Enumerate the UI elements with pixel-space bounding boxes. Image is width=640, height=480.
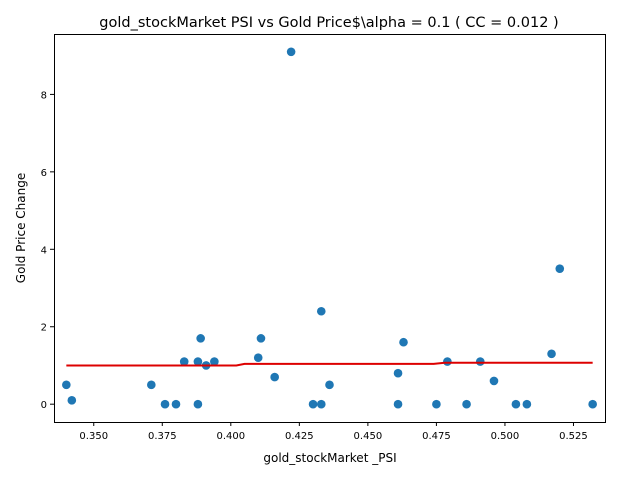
data-point-10	[210, 357, 219, 366]
data-point-30	[555, 264, 565, 273]
data-point-3	[160, 399, 170, 409]
plot-frame	[54, 34, 606, 423]
data-point-0	[62, 380, 71, 390]
chart-title: gold_stockMarket PSI vs Gold Price$\alph…	[99, 15, 558, 31]
data-point-26	[489, 376, 499, 386]
data-point-20	[393, 399, 403, 409]
x-tick-label-3: 0.425	[285, 431, 314, 442]
data-point-1	[67, 396, 77, 405]
x-tick-label-7: 0.525	[559, 431, 588, 442]
y-tick-label-1: 2	[41, 323, 47, 334]
data-point-18	[325, 380, 334, 390]
y-tick-label-4: 8	[41, 90, 47, 101]
y-tick-label-3: 6	[41, 168, 47, 179]
x-tick-label-4: 0.450	[354, 431, 383, 442]
data-point-11	[253, 353, 263, 363]
data-point-22	[432, 399, 441, 409]
fit-line	[66, 361, 593, 367]
data-point-17	[316, 399, 326, 409]
data-point-19	[393, 368, 403, 378]
data-point-12	[256, 334, 266, 343]
x-tick-label-5: 0.475	[422, 431, 451, 442]
y-tick-label-2: 4	[41, 245, 47, 256]
y-axis-ticks: 0 2 4 6 8	[41, 90, 54, 411]
data-point-15	[308, 399, 318, 409]
data-point-2	[147, 380, 156, 390]
data-point-31	[588, 399, 597, 409]
data-point-13	[270, 372, 279, 382]
data-point-21	[399, 337, 408, 347]
data-point-27	[511, 399, 521, 409]
data-point-6	[193, 357, 203, 366]
data-point-28	[522, 399, 532, 409]
data-point-8	[196, 334, 205, 343]
x-tick-label-0: 0.350	[79, 431, 108, 442]
data-point-25	[475, 357, 485, 366]
data-point-14	[286, 47, 296, 57]
data-point-24	[462, 399, 471, 409]
data-point-29	[547, 349, 556, 359]
x-axis-ticks: 0.350 0.375 0.400 0.425 0.450 0.475 0.500 0.525	[79, 422, 588, 442]
data-point-23	[443, 357, 452, 366]
y-axis-label: Gold Price Change	[14, 173, 28, 283]
data-point-5	[179, 357, 189, 366]
x-axis-label: gold_stockMarket _PSI	[263, 451, 396, 465]
data-point-16	[316, 306, 326, 316]
y-tick-label-0: 0	[41, 400, 47, 411]
data-point-4	[171, 399, 181, 409]
x-tick-label-1: 0.375	[148, 431, 177, 442]
x-tick-label-6: 0.500	[491, 431, 520, 442]
data-point-7	[193, 399, 203, 409]
plot-marks	[62, 47, 597, 409]
x-tick-label-2: 0.400	[216, 431, 245, 442]
